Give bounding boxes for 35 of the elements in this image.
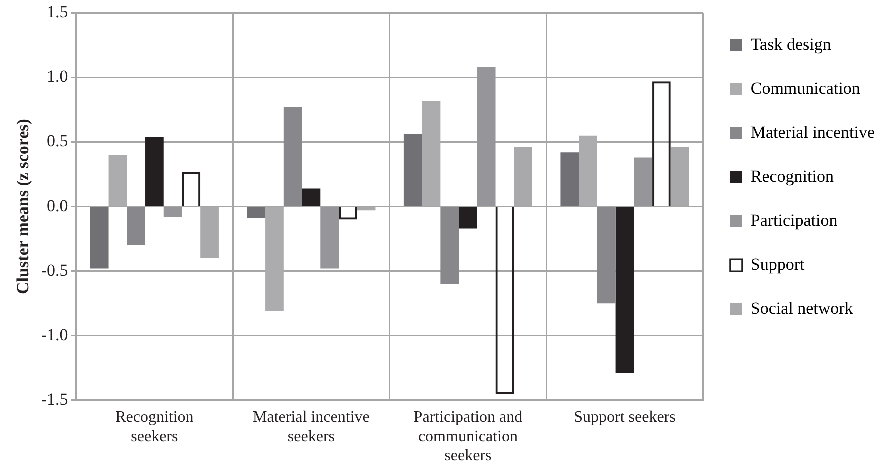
y-axis-title: Cluster means (z scores) [14,119,33,295]
bar [302,188,321,206]
bar [284,107,302,206]
y-tick-label: 1.0 [47,67,68,86]
bar [634,158,653,206]
x-tick-label: Material incentive seekers [253,409,370,446]
y-tick-label: 1.5 [47,2,68,22]
bar [616,208,634,374]
bar [164,208,182,218]
y-tick-label: -1.5 [41,390,68,409]
y-tick-label: 0.0 [47,196,68,216]
bar [90,208,109,269]
y-tick-label: -1.0 [41,325,68,344]
bar [320,208,339,269]
legend-label: Participation [750,210,838,230]
bar [440,208,460,284]
bar [146,137,164,206]
bar [477,67,496,206]
legend-label: Recognition [750,166,834,186]
bar [560,152,580,206]
bar [127,208,146,246]
legend-label: Task design [750,34,832,54]
x-tick-label: Recognition seekers [116,409,194,446]
legend-label: Communication [750,78,861,98]
y-tick-label: -0.5 [41,260,68,280]
y-tick-label: 0.5 [47,132,68,151]
bar [404,134,422,206]
x-tick-label: Participation and communication seekers [414,409,523,465]
x-tick-label: Support seekers [574,409,676,426]
bar [597,208,616,304]
legend-label: Support [750,254,805,274]
bar [247,208,266,218]
bar [459,208,478,229]
legend-label: Social network [750,298,854,318]
legend-label: Material incentive [750,122,875,142]
